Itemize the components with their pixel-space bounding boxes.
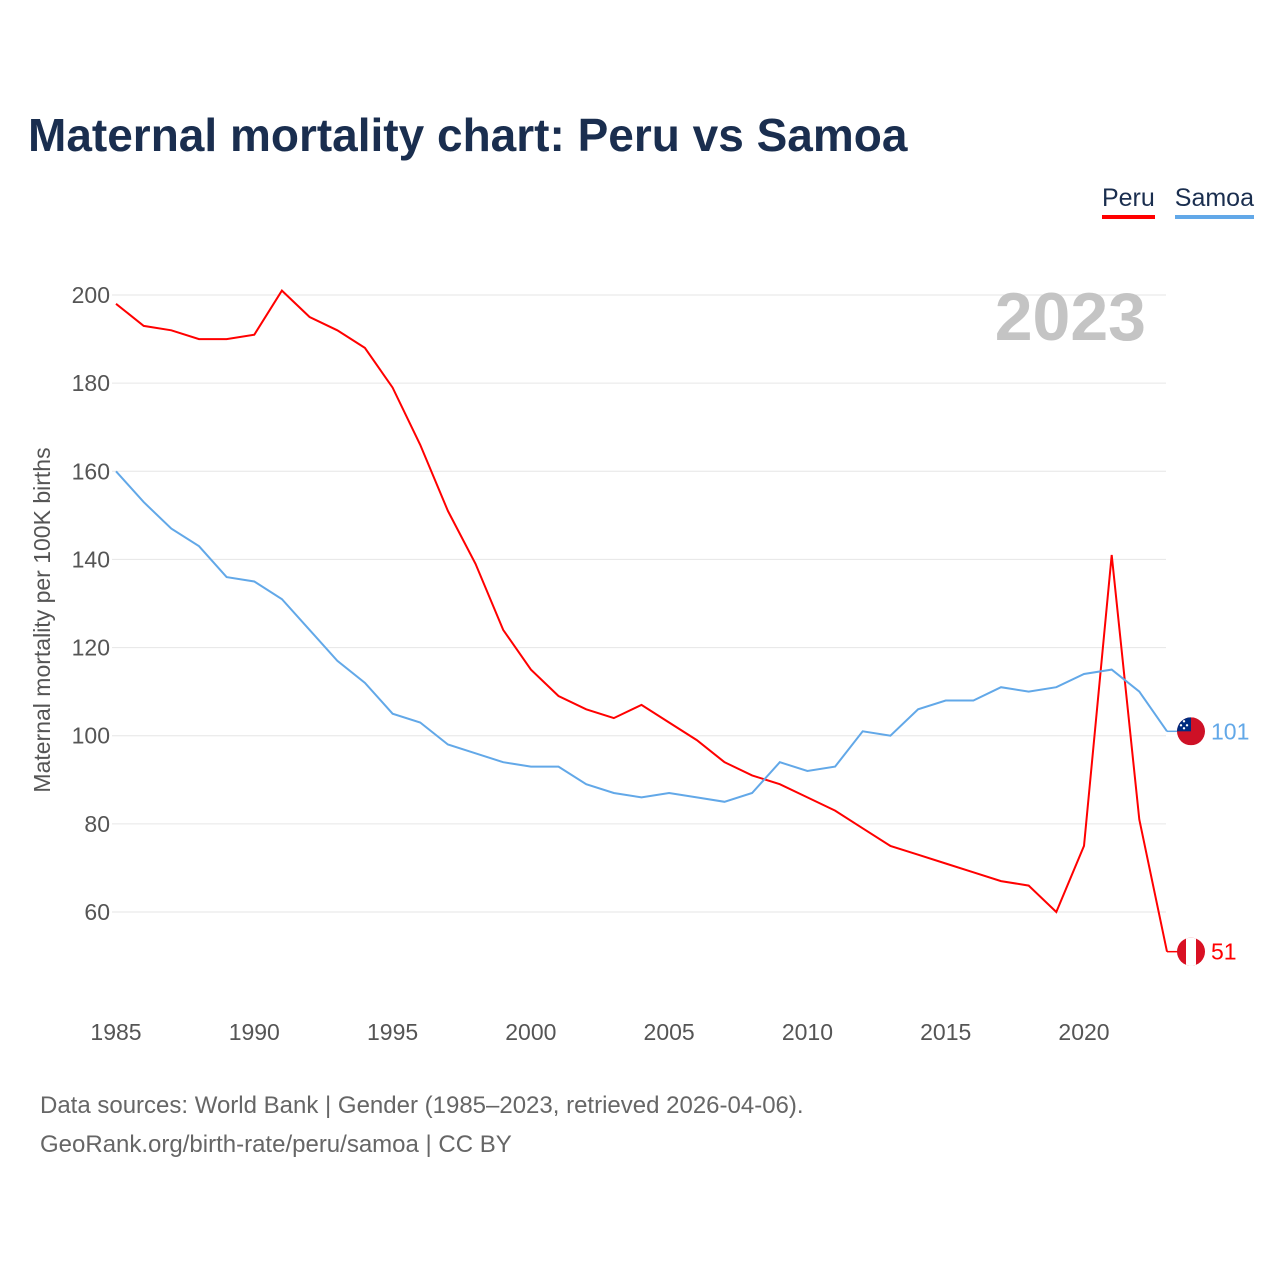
peru-flag-icon xyxy=(1177,937,1205,966)
samoa-flag-icon xyxy=(1177,717,1205,746)
legend: Peru Samoa xyxy=(1101,184,1254,219)
series-line-samoa xyxy=(115,470,1168,803)
y-tick-label: 140 xyxy=(72,546,110,572)
end-value-label: 101 xyxy=(1211,718,1249,744)
x-tick-label: 2015 xyxy=(920,1019,971,1045)
y-tick-label: 200 xyxy=(72,282,110,308)
y-tick-label: 80 xyxy=(84,811,110,837)
x-tick-label: 1990 xyxy=(229,1019,280,1045)
x-tick-label: 2020 xyxy=(1058,1019,1109,1045)
x-tick-label: 2010 xyxy=(782,1019,833,1045)
y-tick-label: 160 xyxy=(72,458,110,484)
y-tick-label: 100 xyxy=(72,723,110,749)
y-axis-label: Maternal mortality per 100K births xyxy=(29,447,55,792)
footer: Data sources: World Bank | Gender (1985–… xyxy=(40,1086,804,1164)
y-tick-label: 120 xyxy=(72,635,110,661)
x-tick-label: 2005 xyxy=(644,1019,695,1045)
y-tick-label: 180 xyxy=(72,370,110,396)
x-tick-label: 1985 xyxy=(90,1019,141,1045)
footer-link[interactable]: GeoRank.org/birth-rate/peru/samoa | CC B… xyxy=(40,1131,512,1158)
legend-peru[interactable]: Peru xyxy=(1101,184,1155,219)
year-watermark: 2023 xyxy=(995,279,1146,355)
footer-sources: Data sources: World Bank | Gender (1985–… xyxy=(40,1092,804,1119)
legend-samoa[interactable]: Samoa xyxy=(1174,184,1254,219)
x-tick-label: 1995 xyxy=(367,1019,418,1045)
chart-title: Maternal mortality chart: Peru vs Samoa xyxy=(28,109,908,161)
x-tick-label: 2000 xyxy=(505,1019,556,1045)
end-value-label: 51 xyxy=(1211,939,1237,965)
series-line-peru xyxy=(115,289,1168,952)
y-tick-label: 60 xyxy=(84,899,110,925)
